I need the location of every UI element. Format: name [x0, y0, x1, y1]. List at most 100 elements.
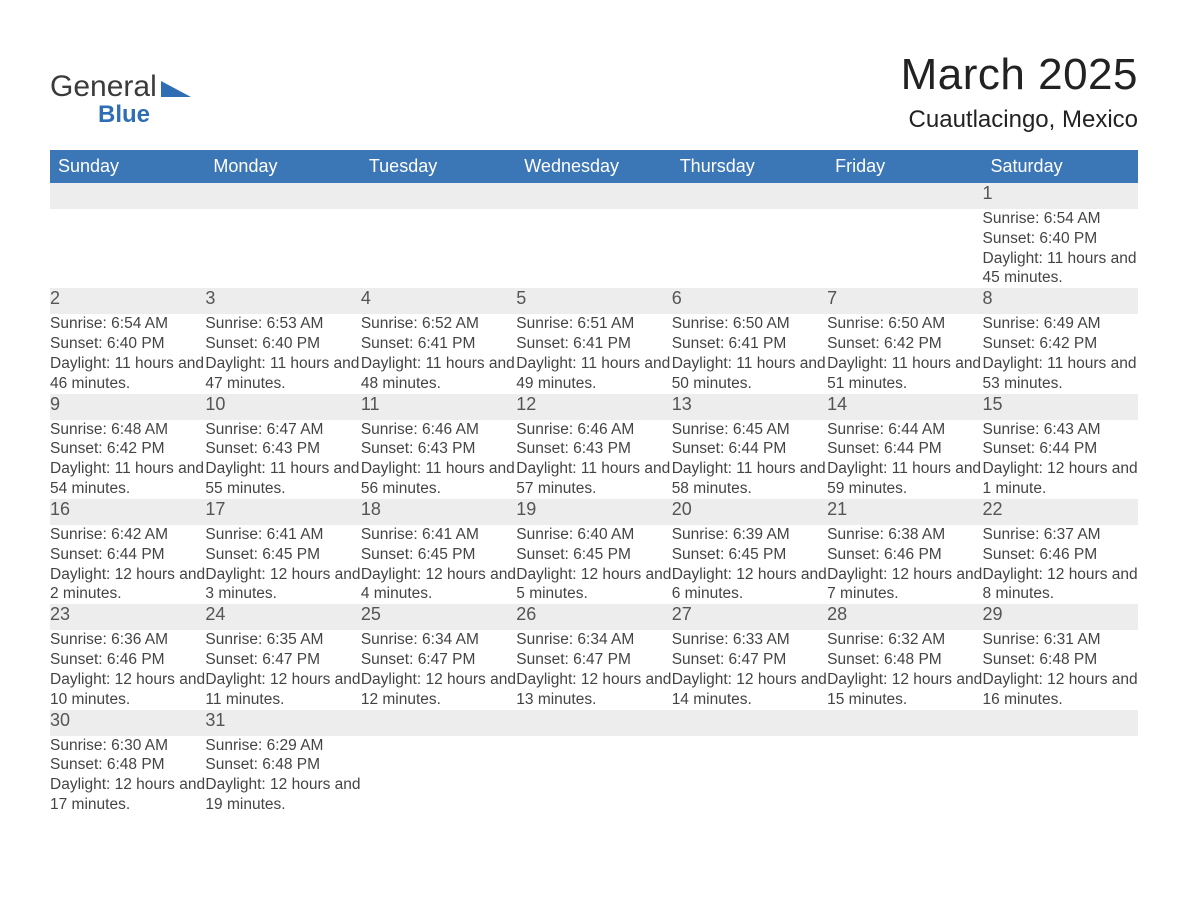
- daylight-text: Daylight: 11 hours and 54 minutes.: [50, 459, 205, 499]
- day-detail-cell: Sunrise: 6:50 AMSunset: 6:41 PMDaylight:…: [672, 314, 827, 393]
- logo-flag-icon: [161, 73, 191, 103]
- daylight-text: Daylight: 12 hours and 12 minutes.: [361, 670, 516, 710]
- day-number-cell: 19: [516, 499, 671, 525]
- day-detail-cell: [672, 736, 827, 815]
- day-number: 7: [827, 288, 837, 308]
- day-detail-cell: Sunrise: 6:39 AMSunset: 6:45 PMDaylight:…: [672, 525, 827, 604]
- sunrise-text: Sunrise: 6:30 AM: [50, 736, 205, 756]
- sunset-text: Sunset: 6:46 PM: [983, 545, 1138, 565]
- day-number-cell: [672, 183, 827, 209]
- title-block: March 2025 Cuautlacingo, Mexico: [901, 50, 1138, 134]
- day-number: 23: [50, 604, 70, 624]
- daylight-text: Daylight: 11 hours and 58 minutes.: [672, 459, 827, 499]
- day-detail-cell: [983, 736, 1138, 815]
- day-detail-cell: Sunrise: 6:42 AMSunset: 6:44 PMDaylight:…: [50, 525, 205, 604]
- sunset-text: Sunset: 6:48 PM: [50, 755, 205, 775]
- day-detail-cell: [827, 736, 982, 815]
- day-detail-cell: Sunrise: 6:43 AMSunset: 6:44 PMDaylight:…: [983, 420, 1138, 499]
- sunrise-text: Sunrise: 6:37 AM: [983, 525, 1138, 545]
- day-number-cell: 15: [983, 394, 1138, 420]
- day-detail-cell: Sunrise: 6:54 AMSunset: 6:40 PMDaylight:…: [983, 209, 1138, 288]
- day-number-cell: 25: [361, 604, 516, 630]
- daylight-text: Daylight: 12 hours and 15 minutes.: [827, 670, 982, 710]
- day-number: 15: [983, 394, 1003, 414]
- sunrise-text: Sunrise: 6:49 AM: [983, 314, 1138, 334]
- daylight-text: Daylight: 12 hours and 6 minutes.: [672, 565, 827, 605]
- sunrise-text: Sunrise: 6:53 AM: [205, 314, 360, 334]
- daylight-text: Daylight: 11 hours and 57 minutes.: [516, 459, 671, 499]
- daylight-text: Daylight: 12 hours and 13 minutes.: [516, 670, 671, 710]
- daylight-text: Daylight: 12 hours and 4 minutes.: [361, 565, 516, 605]
- sunrise-text: Sunrise: 6:38 AM: [827, 525, 982, 545]
- day-number-row: 2345678: [50, 288, 1138, 314]
- sunset-text: Sunset: 6:45 PM: [516, 545, 671, 565]
- day-detail-cell: Sunrise: 6:46 AMSunset: 6:43 PMDaylight:…: [361, 420, 516, 499]
- daylight-text: Daylight: 11 hours and 53 minutes.: [983, 354, 1138, 394]
- day-detail-cell: Sunrise: 6:29 AMSunset: 6:48 PMDaylight:…: [205, 736, 360, 815]
- sunrise-text: Sunrise: 6:43 AM: [983, 420, 1138, 440]
- day-number: 30: [50, 710, 70, 730]
- day-number-cell: [983, 710, 1138, 736]
- day-detail-cell: Sunrise: 6:33 AMSunset: 6:47 PMDaylight:…: [672, 630, 827, 709]
- day-number-cell: [516, 183, 671, 209]
- day-detail-cell: Sunrise: 6:38 AMSunset: 6:46 PMDaylight:…: [827, 525, 982, 604]
- sunrise-text: Sunrise: 6:45 AM: [672, 420, 827, 440]
- day-number-cell: 12: [516, 394, 671, 420]
- day-number-row: 1: [50, 183, 1138, 209]
- sunset-text: Sunset: 6:42 PM: [827, 334, 982, 354]
- day-header-row: Sunday Monday Tuesday Wednesday Thursday…: [50, 150, 1138, 183]
- day-detail-row: Sunrise: 6:48 AMSunset: 6:42 PMDaylight:…: [50, 420, 1138, 499]
- day-number-cell: 26: [516, 604, 671, 630]
- day-number: 21: [827, 499, 847, 519]
- sunset-text: Sunset: 6:47 PM: [361, 650, 516, 670]
- day-detail-cell: [827, 209, 982, 288]
- sunset-text: Sunset: 6:41 PM: [361, 334, 516, 354]
- day-number-cell: 20: [672, 499, 827, 525]
- calendar-table: Sunday Monday Tuesday Wednesday Thursday…: [50, 150, 1138, 815]
- daylight-text: Daylight: 11 hours and 48 minutes.: [361, 354, 516, 394]
- day-number: 8: [983, 288, 993, 308]
- sunset-text: Sunset: 6:45 PM: [361, 545, 516, 565]
- sunset-text: Sunset: 6:43 PM: [205, 439, 360, 459]
- sunrise-text: Sunrise: 6:34 AM: [516, 630, 671, 650]
- sunset-text: Sunset: 6:43 PM: [361, 439, 516, 459]
- daylight-text: Daylight: 11 hours and 47 minutes.: [205, 354, 360, 394]
- page-header: General Blue March 2025 Cuautlacingo, Me…: [50, 50, 1138, 134]
- day-number: 10: [205, 394, 225, 414]
- day-header: Sunday: [50, 150, 205, 183]
- day-number-cell: 21: [827, 499, 982, 525]
- daylight-text: Daylight: 11 hours and 56 minutes.: [361, 459, 516, 499]
- daylight-text: Daylight: 11 hours and 45 minutes.: [983, 249, 1138, 289]
- sunrise-text: Sunrise: 6:48 AM: [50, 420, 205, 440]
- sunrise-text: Sunrise: 6:47 AM: [205, 420, 360, 440]
- day-detail-cell: Sunrise: 6:35 AMSunset: 6:47 PMDaylight:…: [205, 630, 360, 709]
- day-header: Tuesday: [361, 150, 516, 183]
- sunrise-text: Sunrise: 6:32 AM: [827, 630, 982, 650]
- day-number: 9: [50, 394, 60, 414]
- calendar-body: 1Sunrise: 6:54 AMSunset: 6:40 PMDaylight…: [50, 183, 1138, 815]
- day-number-cell: 10: [205, 394, 360, 420]
- day-number-cell: 28: [827, 604, 982, 630]
- day-detail-cell: Sunrise: 6:49 AMSunset: 6:42 PMDaylight:…: [983, 314, 1138, 393]
- sunrise-text: Sunrise: 6:54 AM: [50, 314, 205, 334]
- sunset-text: Sunset: 6:44 PM: [827, 439, 982, 459]
- day-number: 12: [516, 394, 536, 414]
- brand-logo: General Blue: [50, 72, 191, 129]
- daylight-text: Daylight: 12 hours and 5 minutes.: [516, 565, 671, 605]
- sunset-text: Sunset: 6:44 PM: [672, 439, 827, 459]
- day-number-row: 3031: [50, 710, 1138, 736]
- day-number: 14: [827, 394, 847, 414]
- sunrise-text: Sunrise: 6:35 AM: [205, 630, 360, 650]
- day-number-cell: 13: [672, 394, 827, 420]
- day-header: Saturday: [983, 150, 1138, 183]
- day-number-cell: 6: [672, 288, 827, 314]
- day-number-cell: 29: [983, 604, 1138, 630]
- daylight-text: Daylight: 12 hours and 8 minutes.: [983, 565, 1138, 605]
- day-number-cell: [50, 183, 205, 209]
- sunrise-text: Sunrise: 6:51 AM: [516, 314, 671, 334]
- day-number: 18: [361, 499, 381, 519]
- day-detail-cell: Sunrise: 6:31 AMSunset: 6:48 PMDaylight:…: [983, 630, 1138, 709]
- day-detail-cell: Sunrise: 6:53 AMSunset: 6:40 PMDaylight:…: [205, 314, 360, 393]
- day-number-row: 23242526272829: [50, 604, 1138, 630]
- sunset-text: Sunset: 6:40 PM: [50, 334, 205, 354]
